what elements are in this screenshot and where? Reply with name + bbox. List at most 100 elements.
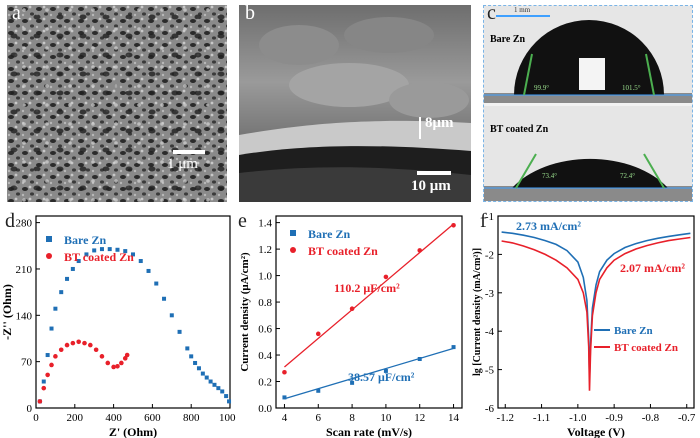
plot-frame: [275, 215, 463, 409]
data-point: [105, 360, 111, 366]
data-point: [185, 346, 190, 351]
annotation: 38.57 μF/cm²: [348, 370, 415, 384]
annotation: 2.07 mA/cm²: [620, 261, 685, 275]
data-point: [193, 360, 198, 365]
y-tick-label: 1.2: [258, 244, 272, 256]
y-tick-label: -1: [485, 211, 494, 223]
data-point: [122, 356, 128, 361]
data-point: [350, 380, 355, 385]
data-point: [53, 354, 58, 359]
panel-letter-b: b: [245, 2, 255, 24]
sem-texture-b: [239, 5, 471, 202]
panel-letter-f: f: [480, 210, 487, 232]
data-point: [224, 394, 229, 399]
y-tick-label: -2: [485, 249, 494, 261]
fit-line: [284, 223, 454, 368]
x-tick-label: -0.9: [605, 412, 623, 424]
legend-label: BT coated Zn: [64, 250, 134, 264]
y-tick-label: -3: [485, 288, 495, 300]
data-point: [123, 249, 128, 254]
x-tick-label: -1.1: [533, 412, 550, 424]
y-tick-label: 0.4: [258, 350, 272, 362]
data-point: [53, 306, 58, 311]
y-tick-label: 1.4: [258, 218, 272, 230]
data-point: [451, 222, 456, 228]
data-point: [84, 252, 89, 257]
y-tick-label: 0: [27, 403, 33, 415]
data-point: [70, 340, 76, 346]
y-tick-label: 210: [16, 264, 33, 276]
data-point: [169, 313, 174, 318]
data-point: [383, 274, 389, 280]
panel-letter-c: c: [487, 2, 496, 24]
y-tick-label: 70: [21, 357, 33, 369]
scale-label-a: 1 μm: [167, 156, 198, 172]
x-tick-label: 800: [183, 412, 200, 424]
data-point: [107, 247, 112, 252]
data-point: [58, 347, 64, 353]
data-point: [82, 340, 87, 346]
series-line-bt-coated: [501, 236, 691, 391]
data-point: [196, 366, 201, 371]
x-tick-label: -0.7: [678, 412, 696, 424]
sem-image-porous: 1 μm: [7, 5, 227, 202]
x-tick-label: -1.0: [569, 412, 587, 424]
y-axis-label: -Z'' (Ohm): [0, 284, 14, 340]
y-tick-label: 1.0: [258, 271, 272, 283]
label-bt-coated-droplet: BT coated Zn: [490, 124, 549, 135]
annotation: 110.2 μF/cm²: [334, 281, 400, 295]
angle-right-top: 101.5°: [622, 84, 641, 92]
data-point: [131, 252, 135, 257]
annotation: 2.73 mA/cm²: [516, 219, 581, 233]
data-point: [124, 352, 130, 358]
tafel-chart: -1.2 -1.1 -1.0 -0.9 -0.8 -0.7 -6 -5 -4 -3 -2 -1 Volt…: [472, 211, 696, 438]
panel-letter-d: d: [5, 210, 15, 232]
data-point: [200, 371, 205, 376]
plot-frame: [35, 215, 231, 409]
data-point: [115, 247, 120, 252]
data-point: [88, 342, 93, 348]
data-point: [154, 281, 159, 286]
data-point: [99, 247, 104, 252]
data-point: [282, 395, 287, 400]
legend-label: Bare Zn: [308, 227, 350, 241]
sem-image-cross-section: 8μm 10 μm: [239, 5, 471, 202]
data-point: [282, 369, 287, 375]
capacitance-chart: 4 6 8 10 12 14 0.0 0.2 0.4 0.6 0.8 1.0 1.2 1.4 Scan ra…: [239, 215, 463, 438]
x-tick-label: 12: [414, 412, 425, 424]
y-tick-label: 0.2: [258, 377, 272, 389]
x-tick-label: 4: [282, 412, 288, 424]
data-point: [45, 372, 50, 378]
data-point: [451, 345, 456, 350]
legend-swatch: [46, 253, 52, 259]
data-point: [111, 364, 116, 370]
data-point: [119, 360, 124, 366]
sem-texture-a: [7, 5, 227, 202]
plot-frame: [497, 215, 695, 409]
data-point: [417, 357, 422, 362]
x-tick-label: 10: [380, 412, 392, 424]
label-bare-zn-droplet: Bare Zn: [490, 34, 526, 45]
data-point: [417, 248, 423, 253]
data-point: [138, 259, 143, 264]
data-point: [177, 329, 182, 334]
x-tick-label: -0.8: [642, 412, 660, 424]
data-point: [76, 259, 81, 264]
angle-right-bottom: 72.4°: [620, 172, 636, 180]
y-axis-label: lg [Current density (mA/cm²)]: [472, 248, 483, 376]
y-tick-label: 0.8: [258, 297, 272, 309]
angle-left-bottom: 73.4°: [542, 172, 558, 180]
legend-label: Bare Zn: [614, 325, 653, 337]
y-tick-label: 0.0: [258, 403, 272, 415]
data-point: [70, 266, 75, 271]
data-point: [316, 388, 321, 393]
legend-swatch: [46, 236, 52, 242]
x-tick-label: -1.2: [497, 412, 514, 424]
x-axis-label: Voltage (V): [567, 425, 625, 438]
data-point: [115, 363, 120, 369]
y-tick-label: 280: [16, 218, 33, 230]
data-point: [212, 382, 217, 387]
y-tick-label: 140: [16, 310, 33, 322]
